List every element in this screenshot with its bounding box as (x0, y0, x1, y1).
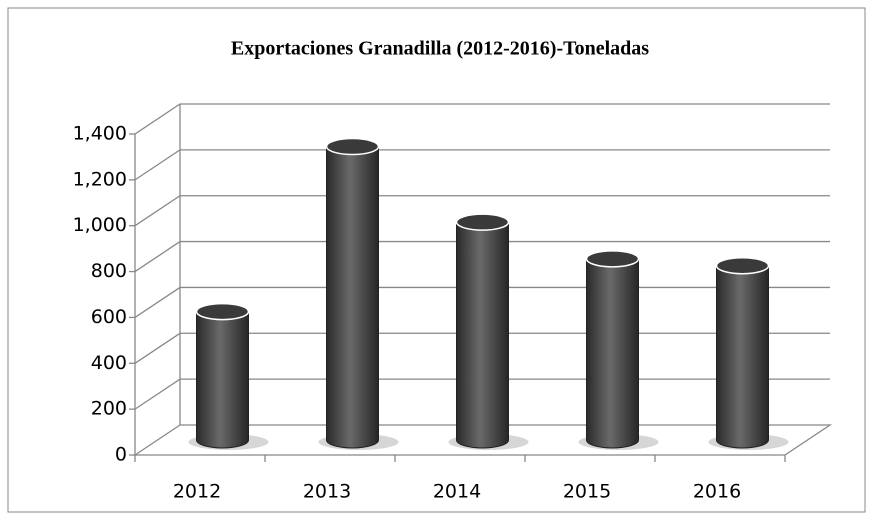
x-tick-label: 2013 (303, 481, 351, 503)
y-tick-label: 1,000 (73, 214, 127, 236)
y-tick-label: 0 (115, 444, 127, 466)
bar (326, 146, 379, 449)
y-tick-label: 1,400 (73, 123, 127, 145)
bar (456, 221, 509, 449)
y-tick-label: 400 (91, 352, 127, 374)
x-tick-label: 2014 (433, 481, 481, 503)
bar (586, 258, 639, 449)
bar-top (455, 213, 510, 231)
bar-top (325, 137, 380, 156)
x-tick-label: 2015 (563, 481, 611, 503)
y-tick-label: 600 (91, 306, 127, 328)
x-tick-label: 2016 (693, 481, 741, 503)
chart-title: Exportaciones Granadilla (2012-2016)-Ton… (231, 38, 649, 60)
y-tick-label: 800 (91, 260, 127, 282)
grid: 0 200 400 600 800 1,000 1,200 1,400 2012 2013 2014… (73, 103, 833, 503)
bar (716, 265, 769, 449)
bars (188, 137, 789, 450)
y-tick-label: 1,200 (73, 168, 127, 190)
floor (132, 424, 833, 456)
y-tick-label: 200 (91, 398, 127, 420)
bar (196, 311, 249, 449)
bar-top (195, 302, 250, 321)
x-tick-label: 2012 (173, 481, 221, 503)
bar-top (585, 250, 640, 268)
bar-top (715, 256, 770, 275)
